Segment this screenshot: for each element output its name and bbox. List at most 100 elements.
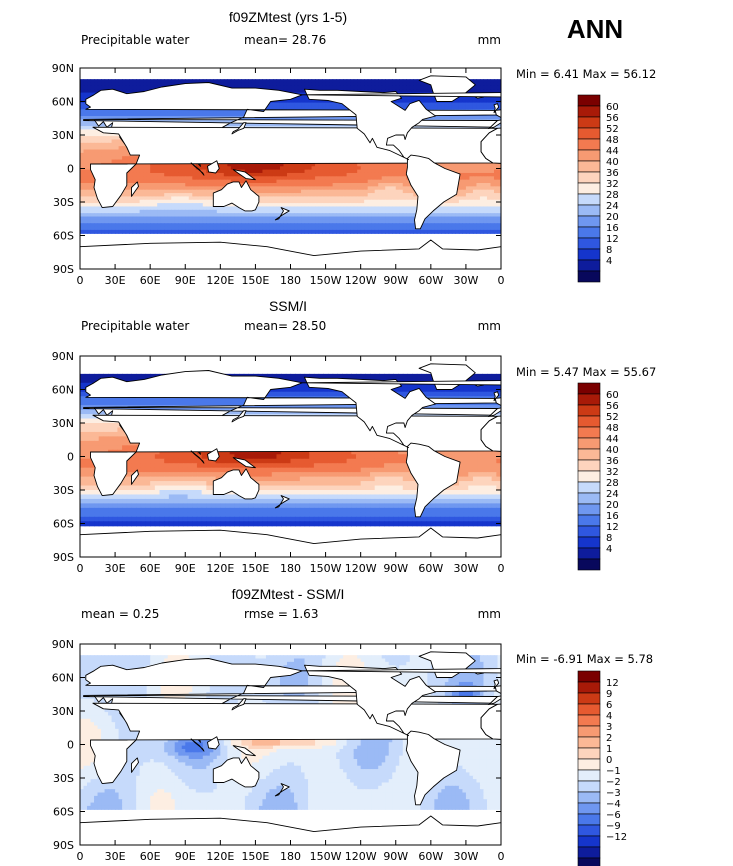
field-cell: [248, 166, 253, 171]
field-cell: [160, 119, 165, 124]
field-cell: [143, 162, 148, 167]
field-cell: [308, 186, 313, 191]
field-cell: [136, 82, 141, 87]
field-cell: [108, 209, 113, 214]
field-cell: [101, 206, 106, 211]
field-cell: [315, 206, 320, 211]
field-cell: [472, 196, 478, 201]
field-cell: [290, 216, 295, 221]
field-cell: [164, 183, 169, 187]
field-cell: [202, 189, 207, 194]
field-cell: [255, 183, 260, 187]
field-cell: [283, 172, 288, 177]
field-cell: [416, 82, 421, 87]
field-cell: [497, 105, 501, 110]
field-cell: [286, 189, 292, 194]
field-cell: [311, 199, 316, 204]
field-cell: [483, 186, 488, 191]
field-cell: [479, 186, 485, 191]
field-cell: [269, 179, 274, 184]
field-cell: [157, 172, 162, 177]
field-cell: [406, 79, 411, 84]
field-cell: [399, 82, 404, 87]
field-cell: [353, 166, 358, 171]
field-cell: [294, 82, 299, 87]
field-cell: [80, 196, 85, 201]
field-cell: [304, 169, 309, 174]
field-cell: [213, 213, 218, 218]
field-cell: [322, 186, 327, 191]
field-cell: [357, 186, 362, 191]
field-cell: [469, 172, 474, 177]
field-cell: [318, 169, 323, 174]
field-cell: [269, 122, 274, 127]
field-cell: [385, 183, 390, 187]
field-cell: [311, 213, 316, 218]
field-cell: [87, 85, 92, 90]
field-cell: [174, 172, 179, 177]
field-cell: [258, 183, 264, 187]
field-cell: [332, 179, 337, 184]
field-cell: [465, 99, 471, 104]
field-cell: [223, 119, 228, 124]
field-cell: [339, 206, 344, 211]
field-cell: [472, 209, 478, 214]
field-cell: [490, 79, 495, 84]
field-cell: [325, 169, 330, 174]
field-cell: [294, 183, 299, 187]
field-cell: [94, 139, 99, 144]
field-cell: [129, 216, 134, 221]
field-cell: [406, 196, 411, 201]
field-cell: [234, 79, 239, 84]
field-cell: [83, 159, 88, 164]
field-cell: [304, 196, 309, 201]
field-cell: [462, 179, 467, 184]
field-cell: [83, 112, 88, 117]
field-cell: [371, 183, 376, 187]
field-cell: [283, 85, 288, 90]
field-cell: [301, 122, 306, 127]
field-cell: [164, 82, 169, 87]
field-cell: [146, 213, 151, 218]
field-cell: [304, 172, 309, 177]
field-cell: [367, 82, 372, 87]
field-cell: [80, 156, 85, 161]
field-cell: [90, 209, 95, 214]
field-cell: [343, 193, 348, 198]
field-cell: [472, 199, 478, 204]
field-cell: [146, 176, 151, 181]
field-cell: [87, 203, 92, 208]
field-cell: [462, 105, 467, 110]
field-cell: [462, 162, 467, 167]
field-cell: [286, 102, 292, 107]
field-cell: [132, 196, 137, 201]
field-cell: [115, 79, 120, 84]
field-cell: [185, 112, 190, 117]
field-cell: [276, 82, 281, 87]
field-cell: [209, 216, 214, 221]
field-cell: [258, 206, 264, 211]
field-cell: [367, 189, 372, 194]
field-cell: [427, 105, 432, 110]
field-cell: [234, 206, 239, 211]
field-cell: [353, 186, 358, 191]
field-cell: [448, 105, 453, 110]
field-cell: [251, 189, 257, 194]
field-cell: [94, 156, 99, 161]
field-cell: [308, 206, 313, 211]
field-cell: [406, 203, 411, 208]
field-cell: [220, 112, 225, 117]
field-cell: [392, 209, 397, 214]
field-cell: [276, 183, 281, 187]
field-cell: [367, 172, 372, 177]
field-cell: [83, 85, 88, 90]
field-cell: [90, 156, 95, 161]
field-cell: [357, 213, 362, 218]
field-cell: [199, 216, 204, 221]
field-cell: [301, 216, 306, 221]
field-cell: [374, 183, 379, 187]
field-cell: [493, 189, 499, 194]
field-cell: [146, 172, 151, 177]
field-cell: [122, 89, 127, 94]
field-cell: [181, 112, 186, 117]
